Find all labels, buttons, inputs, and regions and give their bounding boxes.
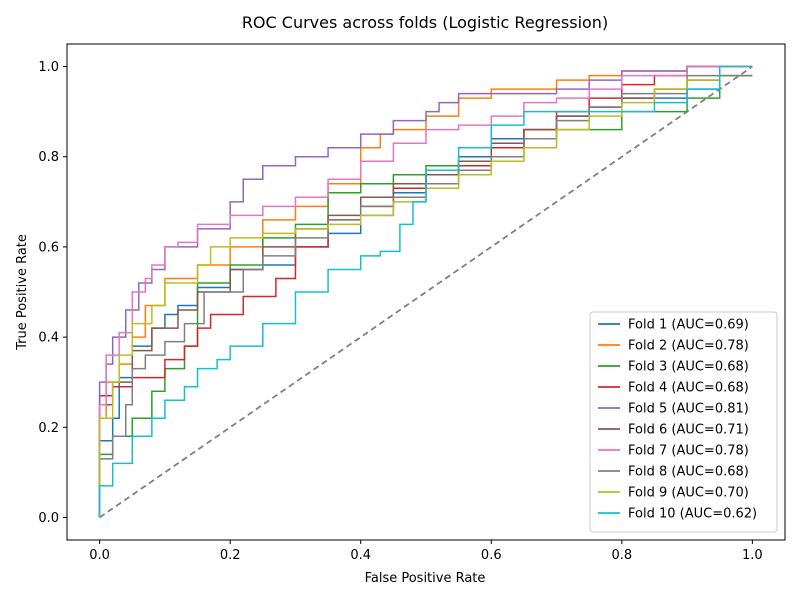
y-tick-label: 0.4: [38, 331, 59, 346]
legend-label-fold-4: Fold 4 (AUC=0.68): [628, 381, 749, 396]
series-line-fold-9: [98, 65, 753, 518]
legend-label-fold-3: Fold 3 (AUC=0.68): [628, 360, 749, 375]
x-axis-ticks: 0.0 0.2 0.4 0.6 0.8 1.0: [89, 540, 763, 563]
x-tick-label: 0.8: [611, 548, 632, 563]
legend-box: [589, 311, 778, 533]
series-line-fold-10: [98, 65, 753, 518]
legend-label-fold-2: Fold 2 (AUC=0.78): [628, 339, 749, 354]
legend-label-fold-10: Fold 10 (AUC=0.62): [628, 507, 757, 522]
legend-label-fold-1: Fold 1 (AUC=0.69): [628, 318, 749, 333]
legend-label-fold-7: Fold 7 (AUC=0.78): [628, 444, 749, 459]
y-tick-label: 1.0: [38, 60, 59, 75]
series-layer: [98, 65, 753, 518]
x-tick-label: 1.0: [742, 548, 763, 563]
series-line-fold-7: [98, 65, 753, 518]
x-tick-label: 0.2: [220, 548, 241, 563]
x-tick-label: 0.0: [89, 548, 110, 563]
chart-title: ROC Curves across folds (Logistic Regres…: [242, 13, 608, 32]
y-axis-ticks: 0.0 0.2 0.4 0.6 0.8 1.0: [38, 60, 67, 526]
chance-baseline: [99, 65, 753, 519]
axes-frame: [66, 43, 786, 541]
y-tick-label: 0.8: [38, 150, 59, 165]
legend-label-fold-8: Fold 8 (AUC=0.68): [628, 465, 749, 480]
legend-label-fold-5: Fold 5 (AUC=0.81): [628, 402, 749, 417]
y-axis-label: True Positive Rate: [15, 234, 30, 351]
series-line-fold-5: [98, 65, 753, 518]
plot-area: [66, 43, 786, 541]
x-axis-label: False Positive Rate: [365, 571, 486, 586]
legend: Fold 1 (AUC=0.69) Fold 2 (AUC=0.78) Fold 3…: [589, 311, 778, 533]
legend-label-fold-6: Fold 6 (AUC=0.71): [628, 423, 749, 438]
y-tick-label: 0.0: [38, 511, 59, 526]
x-tick-label: 0.4: [350, 548, 371, 563]
y-tick-label: 0.6: [38, 240, 59, 255]
baseline-layer: [99, 65, 753, 519]
y-tick-label: 0.2: [38, 421, 59, 436]
legend-label-fold-9: Fold 9 (AUC=0.70): [628, 486, 749, 501]
x-tick-label: 0.6: [481, 548, 502, 563]
